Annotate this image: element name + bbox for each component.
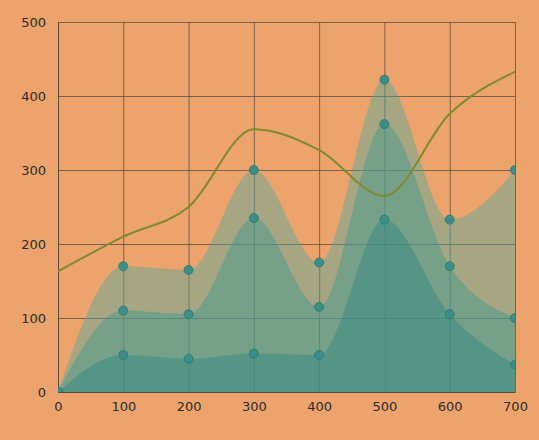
point bbox=[249, 349, 258, 358]
point bbox=[380, 215, 389, 224]
point bbox=[511, 314, 516, 323]
marks bbox=[58, 72, 515, 392]
point bbox=[445, 262, 454, 271]
chart: 0 100 200 300 400 500 600 700 0 100 200 300 400 500 bbox=[0, 0, 539, 440]
tick-label: 0 bbox=[54, 399, 62, 414]
tick-label: 400 bbox=[307, 399, 332, 414]
tick: 300 bbox=[21, 163, 515, 178]
point bbox=[184, 310, 193, 319]
point bbox=[249, 214, 258, 223]
point bbox=[380, 120, 389, 129]
area bbox=[58, 124, 515, 392]
tick: 500 bbox=[21, 15, 515, 30]
point bbox=[58, 388, 63, 393]
tick-label: 100 bbox=[21, 311, 46, 326]
y-axis: 0 100 200 300 400 500 bbox=[21, 15, 515, 400]
tick: 400 bbox=[21, 89, 515, 104]
tick-label: 100 bbox=[111, 399, 136, 414]
grid-line bbox=[58, 392, 515, 393]
point bbox=[58, 388, 63, 393]
grid-line bbox=[58, 96, 515, 97]
line bbox=[58, 72, 515, 272]
plot: 0 100 200 300 400 500 600 700 0 100 200 300 400 500 bbox=[21, 15, 528, 415]
grid-line bbox=[58, 22, 59, 392]
point bbox=[445, 215, 454, 224]
tick-label: 200 bbox=[21, 237, 46, 252]
point bbox=[511, 166, 516, 175]
area bbox=[58, 220, 515, 392]
tick-label: 500 bbox=[21, 15, 46, 30]
point bbox=[315, 258, 324, 267]
point bbox=[511, 360, 516, 369]
tick-label: 0 bbox=[38, 385, 46, 400]
grid-line bbox=[58, 22, 515, 23]
grid-line bbox=[58, 170, 515, 171]
x-axis: 0 100 200 300 400 500 600 700 bbox=[54, 22, 528, 414]
point bbox=[184, 265, 193, 274]
tick-label: 200 bbox=[177, 399, 202, 414]
axis-line bbox=[58, 23, 59, 393]
point bbox=[249, 166, 258, 175]
tick-label: 700 bbox=[503, 399, 528, 414]
tick-label: 300 bbox=[242, 399, 267, 414]
point bbox=[119, 306, 128, 315]
point bbox=[315, 302, 324, 311]
tick-label: 600 bbox=[438, 399, 463, 414]
point bbox=[58, 388, 63, 393]
point bbox=[380, 75, 389, 84]
tick-label: 300 bbox=[21, 163, 46, 178]
tick-label: 400 bbox=[21, 89, 46, 104]
point bbox=[445, 310, 454, 319]
point bbox=[184, 354, 193, 363]
tick-label: 500 bbox=[373, 399, 398, 414]
tick: 0 bbox=[54, 22, 62, 414]
point bbox=[315, 351, 324, 360]
grid-line bbox=[515, 22, 516, 392]
axis-line bbox=[59, 392, 516, 393]
point bbox=[119, 351, 128, 360]
point bbox=[119, 262, 128, 271]
